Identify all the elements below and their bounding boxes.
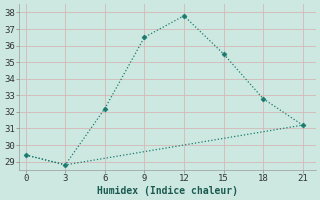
X-axis label: Humidex (Indice chaleur): Humidex (Indice chaleur)	[97, 186, 238, 196]
